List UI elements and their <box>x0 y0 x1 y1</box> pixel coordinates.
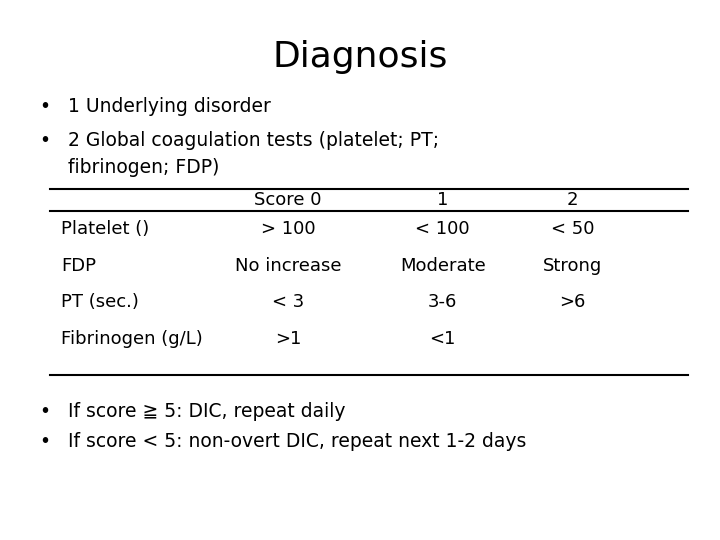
Text: <1: <1 <box>430 330 456 348</box>
Text: < 50: < 50 <box>551 220 594 238</box>
Text: •: • <box>40 432 50 451</box>
Text: < 3: < 3 <box>272 293 304 312</box>
Text: If score < 5: non-overt DIC, repeat next 1-2 days: If score < 5: non-overt DIC, repeat next… <box>68 432 527 451</box>
Text: Strong: Strong <box>543 256 602 275</box>
Text: No increase: No increase <box>235 256 341 275</box>
Text: Moderate: Moderate <box>400 256 486 275</box>
Text: >6: >6 <box>559 293 585 312</box>
Text: Fibrinogen (g/L): Fibrinogen (g/L) <box>61 330 203 348</box>
Text: >1: >1 <box>275 330 301 348</box>
Text: •: • <box>40 97 50 116</box>
Text: •: • <box>40 131 50 150</box>
Text: 1: 1 <box>437 191 449 209</box>
Text: PT (sec.): PT (sec.) <box>61 293 139 312</box>
Text: fibrinogen; FDP): fibrinogen; FDP) <box>68 158 220 177</box>
Text: •: • <box>40 402 50 421</box>
Text: If score ≧ 5: DIC, repeat daily: If score ≧ 5: DIC, repeat daily <box>68 402 346 421</box>
Text: < 100: < 100 <box>415 220 470 238</box>
Text: 2 Global coagulation tests (platelet; PT;: 2 Global coagulation tests (platelet; PT… <box>68 131 439 150</box>
Text: 2: 2 <box>567 191 578 209</box>
Text: FDP: FDP <box>61 256 96 275</box>
Text: Diagnosis: Diagnosis <box>272 40 448 75</box>
Text: Platelet (): Platelet () <box>61 220 150 238</box>
Text: 3-6: 3-6 <box>428 293 457 312</box>
Text: 1 Underlying disorder: 1 Underlying disorder <box>68 97 271 116</box>
Text: Score 0: Score 0 <box>254 191 322 209</box>
Text: > 100: > 100 <box>261 220 315 238</box>
